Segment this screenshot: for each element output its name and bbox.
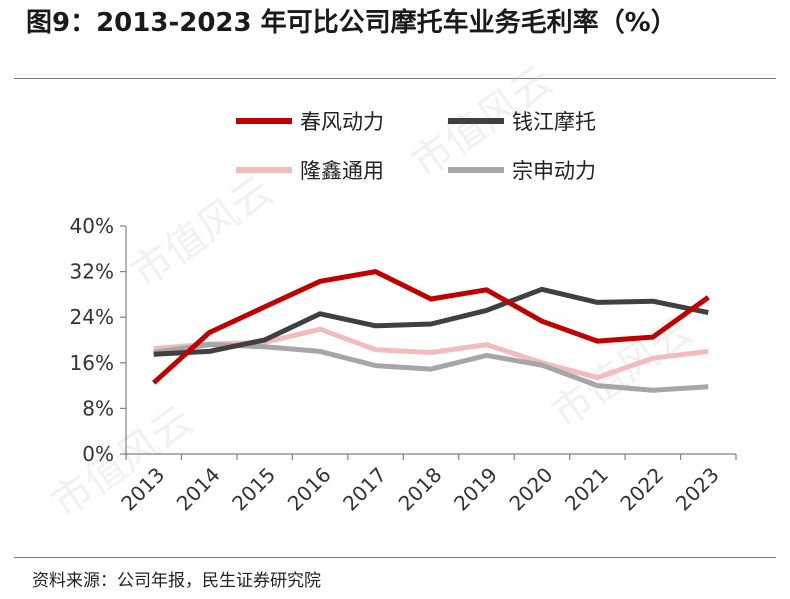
x-tick-label: 2021 [560,463,613,516]
figure-title: 图9：2013-2023 年可比公司摩托车业务毛利率（%） [26,8,677,38]
series-layer [152,269,710,393]
series-line-2 [153,286,709,357]
series-line-1 [152,269,710,385]
x-tick-label: 2014 [172,463,225,516]
title-divider [14,78,776,79]
y-tick-label: 24% [70,305,114,329]
x-tick-label: 2017 [338,463,391,516]
legend-label-1: 春风动力 [300,110,384,134]
x-tick-label: 2020 [504,463,557,516]
y-axis: 0% 8% 16% 24% 32% 40% [70,214,127,466]
x-tick-label: 2019 [449,463,502,516]
x-tick-label: 2016 [283,463,336,516]
x-tick-label: 2015 [227,463,280,516]
source-divider [14,557,776,558]
y-tick-label: 32% [70,260,114,284]
x-tick-label: 2023 [671,463,724,516]
y-tick-label: 40% [70,214,114,238]
y-tick-label: 0% [82,442,114,466]
x-tick-label: 2018 [394,463,447,516]
x-axis: 2013 2014 2015 2016 2017 2018 2019 2020 2021 2022… [116,453,737,516]
legend-label-2: 钱江摩托 [512,110,596,134]
x-tick-label: 2013 [116,463,169,516]
y-tick-label: 16% [70,351,114,375]
y-tick-label: 8% [82,396,114,420]
source-note: 资料来源：公司年报，民生证券研究院 [32,571,321,591]
legend-label-4: 宗申动力 [512,159,596,183]
legend-label-3: 隆鑫通用 [300,159,384,183]
x-tick-label: 2022 [615,463,668,516]
